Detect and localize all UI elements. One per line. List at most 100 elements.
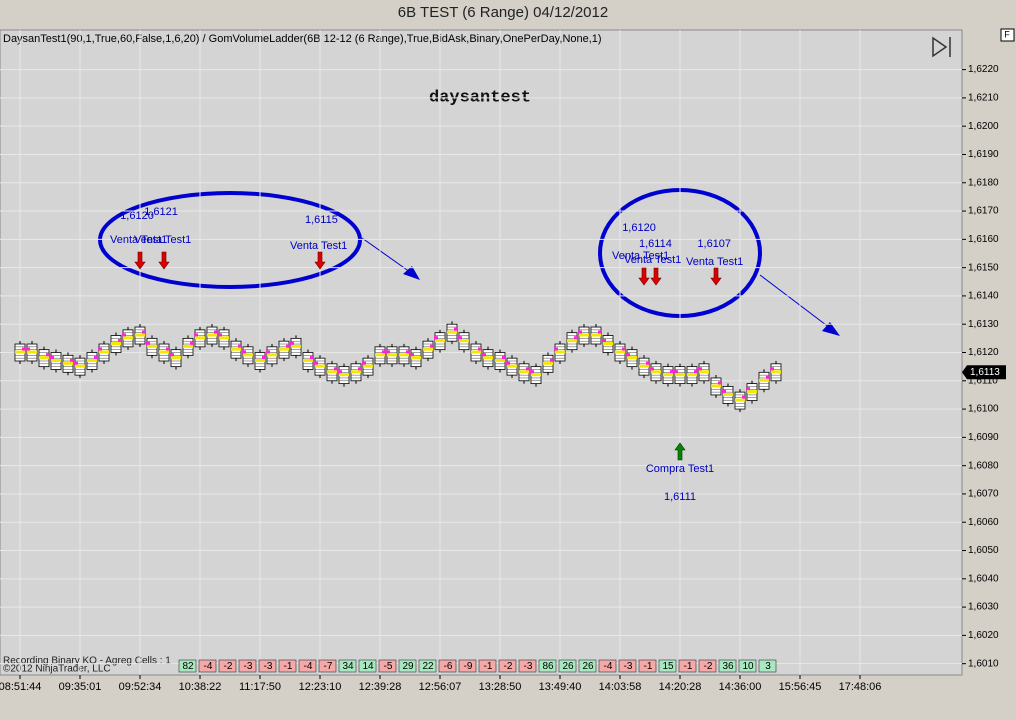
delta-label: -9 xyxy=(464,661,473,672)
last-price-label: 1,6113 xyxy=(970,367,1000,378)
x-tick-label: 08:51:44 xyxy=(0,681,41,693)
delta-mark xyxy=(74,361,78,365)
poc-mark xyxy=(147,344,157,348)
delta-cell xyxy=(318,659,337,673)
delta-label: -3 xyxy=(264,661,273,672)
delta-mark xyxy=(674,370,678,374)
delta-label: -1 xyxy=(484,661,493,672)
delta-cell xyxy=(538,659,557,673)
signal-price: 1,6107 xyxy=(697,238,731,250)
delta-cell xyxy=(718,659,737,673)
poc-mark xyxy=(627,356,637,360)
poc-mark xyxy=(99,350,109,354)
sell-arrow xyxy=(638,267,650,286)
delta-cell xyxy=(278,659,297,673)
poc-mark xyxy=(519,370,529,374)
delta-cell xyxy=(238,659,257,673)
delta-mark xyxy=(698,367,702,371)
poc-mark xyxy=(747,390,757,394)
y-tick-label: 1,6010 xyxy=(968,658,999,669)
delta-mark xyxy=(314,361,318,365)
poc-mark xyxy=(711,384,721,388)
poc-mark xyxy=(471,350,481,354)
poc-mark xyxy=(363,364,373,368)
y-tick-label: 1,6090 xyxy=(968,432,999,443)
poc-mark xyxy=(75,364,85,368)
delta-mark xyxy=(746,387,750,391)
poc-mark xyxy=(483,356,493,360)
delta-mark xyxy=(526,367,530,371)
signal-text: Venta Test1 xyxy=(612,250,669,262)
delta-mark xyxy=(622,347,626,351)
poc-mark xyxy=(339,373,349,377)
x-tick-label: 12:23:10 xyxy=(299,681,342,693)
x-tick-label: 09:35:01 xyxy=(59,681,102,693)
delta-label: -2 xyxy=(504,661,513,672)
y-tick-label: 1,6190 xyxy=(968,149,999,160)
pointer-head xyxy=(822,322,840,336)
delta-label: -1 xyxy=(644,661,653,672)
delta-label: 15 xyxy=(662,661,674,672)
signal-text: Venta Test1 xyxy=(624,254,681,266)
x-tick-label: 13:49:40 xyxy=(539,681,582,693)
delta-label: 86 xyxy=(542,661,554,672)
delta-label: 29 xyxy=(402,661,414,672)
delta-mark xyxy=(554,347,558,351)
poc-mark xyxy=(495,358,505,362)
poc-mark xyxy=(15,350,25,354)
delta-mark xyxy=(386,350,390,354)
delta-label: -5 xyxy=(384,661,393,672)
poc-mark xyxy=(327,370,337,374)
pointer-line xyxy=(361,237,411,273)
delta-cell xyxy=(498,659,517,673)
delta-mark xyxy=(430,344,434,348)
delta-cell xyxy=(378,659,397,673)
sell-arrow xyxy=(314,251,326,270)
x-tick-label: 10:38:22 xyxy=(179,681,222,693)
poc-mark xyxy=(315,364,325,368)
y-tick-label: 1,6210 xyxy=(968,93,999,104)
x-tick-label: 17:48:06 xyxy=(839,681,882,693)
play-end-icon[interactable] xyxy=(932,36,951,58)
y-tick-label: 1,6160 xyxy=(968,234,999,245)
y-tick-label: 1,6150 xyxy=(968,262,999,273)
delta-cell xyxy=(458,659,477,673)
pointer-line xyxy=(759,274,831,329)
delta-cell xyxy=(218,659,237,673)
poc-mark xyxy=(759,378,769,382)
y-tick-label: 1,6180 xyxy=(968,177,999,188)
delta-cell xyxy=(338,659,357,673)
delta-mark xyxy=(238,344,242,348)
delta-mark xyxy=(190,341,194,345)
delta-mark xyxy=(530,370,534,374)
poc-mark xyxy=(735,398,745,402)
delta-label: -3 xyxy=(624,661,633,672)
delta-mark xyxy=(454,327,458,331)
poc-mark xyxy=(435,339,445,343)
poc-mark xyxy=(567,339,577,343)
delta-mark xyxy=(146,341,150,345)
delta-cell xyxy=(258,659,277,673)
poc-mark xyxy=(351,370,361,374)
delta-cell xyxy=(438,659,457,673)
delta-mark xyxy=(50,355,54,359)
signal-price: 1,6111 xyxy=(664,491,696,503)
delta-mark xyxy=(506,361,510,365)
delta-mark xyxy=(338,370,342,374)
y-tick-label: 1,6070 xyxy=(968,489,999,500)
delta-mark xyxy=(502,355,506,359)
poc-mark xyxy=(675,373,685,377)
delta-cell xyxy=(738,659,757,673)
poc-mark xyxy=(39,356,49,360)
poc-mark xyxy=(135,333,145,337)
sell-arrow xyxy=(134,251,146,270)
corner-button[interactable] xyxy=(1000,28,1015,42)
delta-cell xyxy=(638,659,657,673)
delta-mark xyxy=(694,370,698,374)
signal-text: Venta Test1 xyxy=(686,256,743,268)
last-price-tag xyxy=(962,365,1006,380)
delta-cell xyxy=(178,659,197,673)
delta-mark xyxy=(766,375,770,379)
y-tick-label: 1,6030 xyxy=(968,602,999,613)
